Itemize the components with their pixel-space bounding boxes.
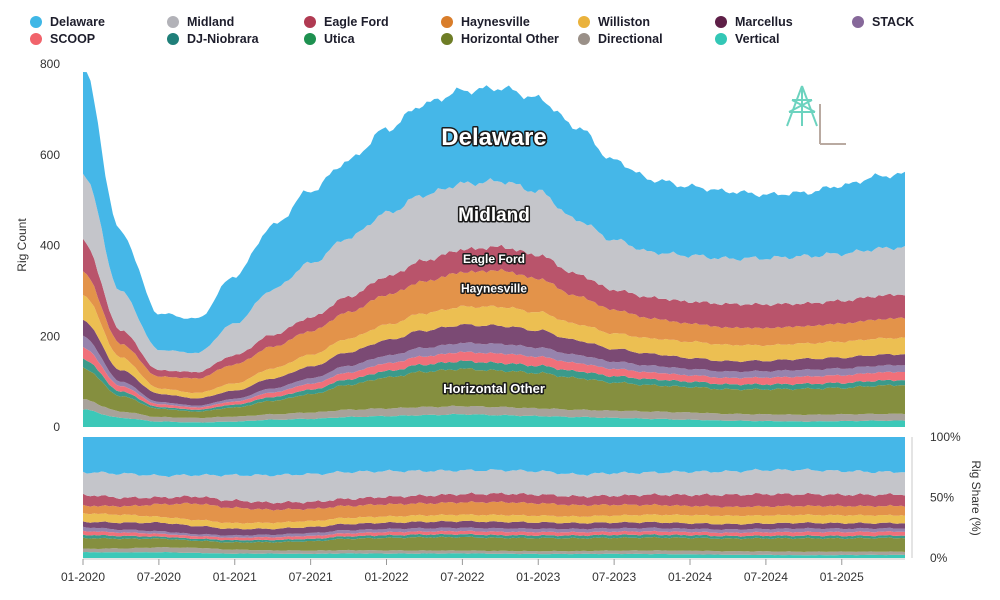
x-tick-label: 01-2024: [668, 570, 712, 584]
y2-tick-label: 100%: [930, 430, 961, 444]
legend-label: Utica: [324, 32, 355, 46]
bottom-y-axis: 0% 50% 100%: [911, 430, 961, 565]
x-tick-label: 01-2021: [213, 570, 257, 584]
legend-marker-icon: [30, 33, 42, 45]
area-vertical[interactable]: [83, 409, 905, 427]
legend-label: Marcellus: [735, 15, 793, 29]
top-chart-areas: [83, 72, 905, 427]
share-area-horizontal-other[interactable]: [83, 536, 905, 553]
x-tick-label: 07-2024: [744, 570, 788, 584]
legend-label: Williston: [598, 15, 650, 29]
legend-marker-icon: [304, 33, 316, 45]
legend-label: Vertical: [735, 32, 780, 46]
share-area-williston[interactable]: [83, 513, 905, 530]
area-label-haynesville: Haynesville: [461, 281, 527, 295]
legend-item-williston[interactable]: Williston: [578, 14, 650, 30]
logo-icon: [786, 85, 846, 145]
legend-label: DJ-Niobrara: [187, 32, 259, 46]
legend-marker-icon: [715, 33, 727, 45]
legend-marker-icon: [304, 16, 316, 28]
x-tick-label: 07-2020: [137, 570, 181, 584]
legend-item-marcellus[interactable]: Marcellus: [715, 14, 793, 30]
area-midland[interactable]: [83, 173, 905, 373]
legend-item-haynesville[interactable]: Haynesville: [441, 14, 530, 30]
x-tick-label: 01-2020: [61, 570, 105, 584]
legend-item-directional[interactable]: Directional: [578, 31, 663, 47]
share-area-stack[interactable]: [83, 526, 905, 538]
y-tick-label: 800: [40, 57, 60, 71]
bottom-chart-areas: [83, 437, 905, 558]
y2-tick-label: 50%: [930, 491, 954, 505]
legend-marker-icon: [30, 16, 42, 28]
legend-label: Haynesville: [461, 15, 530, 29]
legend-label: Delaware: [50, 15, 105, 29]
share-area-haynesville[interactable]: [83, 501, 905, 524]
area-stack[interactable]: [83, 335, 905, 408]
legend-label: Midland: [187, 15, 235, 29]
legend: Delaware Midland Eagle Ford Haynesville Will…: [30, 14, 990, 48]
y-tick-label: 0: [53, 420, 60, 434]
share-area-dj-niobrara[interactable]: [83, 533, 905, 543]
share-area-eagle-ford[interactable]: [83, 492, 905, 511]
legend-marker-icon: [167, 33, 179, 45]
legend-item-horizontal-other[interactable]: Horizontal Other: [441, 31, 559, 47]
y2-axis-title: Rig Share (%): [969, 460, 983, 535]
area-delaware[interactable]: [83, 72, 905, 354]
y-tick-label: 400: [40, 239, 60, 253]
area-labels: Delaware Midland Eagle Ford Haynesville Hori…: [440, 122, 548, 397]
x-axis: 01-2020 07-2020 01-2021 07-2021 01-2022 07-20…: [61, 558, 905, 584]
legend-item-delaware[interactable]: Delaware: [30, 14, 105, 30]
legend-item-scoop[interactable]: SCOOP: [30, 31, 95, 47]
legend-label: STACK: [872, 15, 915, 29]
share-area-vertical[interactable]: [83, 552, 905, 558]
legend-marker-icon: [441, 33, 453, 45]
x-tick-label: 01-2022: [364, 570, 408, 584]
share-area-scoop[interactable]: [83, 530, 905, 541]
legend-marker-icon: [578, 33, 590, 45]
legend-marker-icon: [578, 16, 590, 28]
x-tick-label: 07-2023: [592, 570, 636, 584]
area-horizontal-other[interactable]: [83, 367, 905, 419]
legend-label: Horizontal Other: [461, 32, 559, 46]
legend-marker-icon: [441, 16, 453, 28]
y-tick-label: 200: [40, 329, 60, 343]
y-tick-label: 600: [40, 148, 60, 162]
area-label-horizontal-other: Horizontal Other: [443, 381, 545, 396]
legend-item-eagle-ford[interactable]: Eagle Ford: [304, 14, 389, 30]
legend-item-dj-niobrara[interactable]: DJ-Niobrara: [167, 31, 259, 47]
x-tick-label: 01-2025: [820, 570, 864, 584]
x-tick-label: 07-2021: [289, 570, 333, 584]
legend-label: Directional: [598, 32, 663, 46]
area-directional[interactable]: [83, 399, 905, 423]
legend-marker-icon: [852, 16, 864, 28]
area-haynesville[interactable]: [83, 268, 905, 394]
y-axis-title: Rig Count: [15, 218, 29, 272]
share-area-midland[interactable]: [83, 468, 905, 504]
legend-marker-icon: [715, 16, 727, 28]
legend-label: SCOOP: [50, 32, 96, 46]
share-area-delaware[interactable]: [83, 437, 905, 478]
area-scoop[interactable]: [83, 347, 905, 410]
legend-marker-icon: [167, 16, 179, 28]
legend-item-utica[interactable]: Utica: [304, 31, 355, 47]
area-label-eagle-ford: Eagle Ford: [463, 252, 525, 266]
share-area-directional[interactable]: [83, 547, 905, 556]
area-marcellus[interactable]: [83, 319, 905, 406]
share-area-marcellus[interactable]: [83, 520, 905, 536]
area-label-midland: Midland: [458, 205, 530, 226]
y2-tick-label: 0%: [930, 551, 948, 565]
legend-item-vertical[interactable]: Vertical: [715, 31, 779, 47]
area-label-delaware: Delaware: [441, 124, 546, 151]
x-tick-label: 01-2023: [516, 570, 560, 584]
legend-item-stack[interactable]: STACK: [852, 14, 914, 30]
area-eagle-ford[interactable]: [83, 238, 905, 379]
area-williston[interactable]: [83, 295, 905, 399]
area-dj-niobrara[interactable]: [83, 358, 905, 412]
top-y-axis: 0 200 400 600 800: [40, 57, 60, 434]
legend-item-midland[interactable]: Midland: [167, 14, 234, 30]
x-tick-label: 07-2022: [440, 570, 484, 584]
legend-label: Eagle Ford: [324, 15, 389, 29]
